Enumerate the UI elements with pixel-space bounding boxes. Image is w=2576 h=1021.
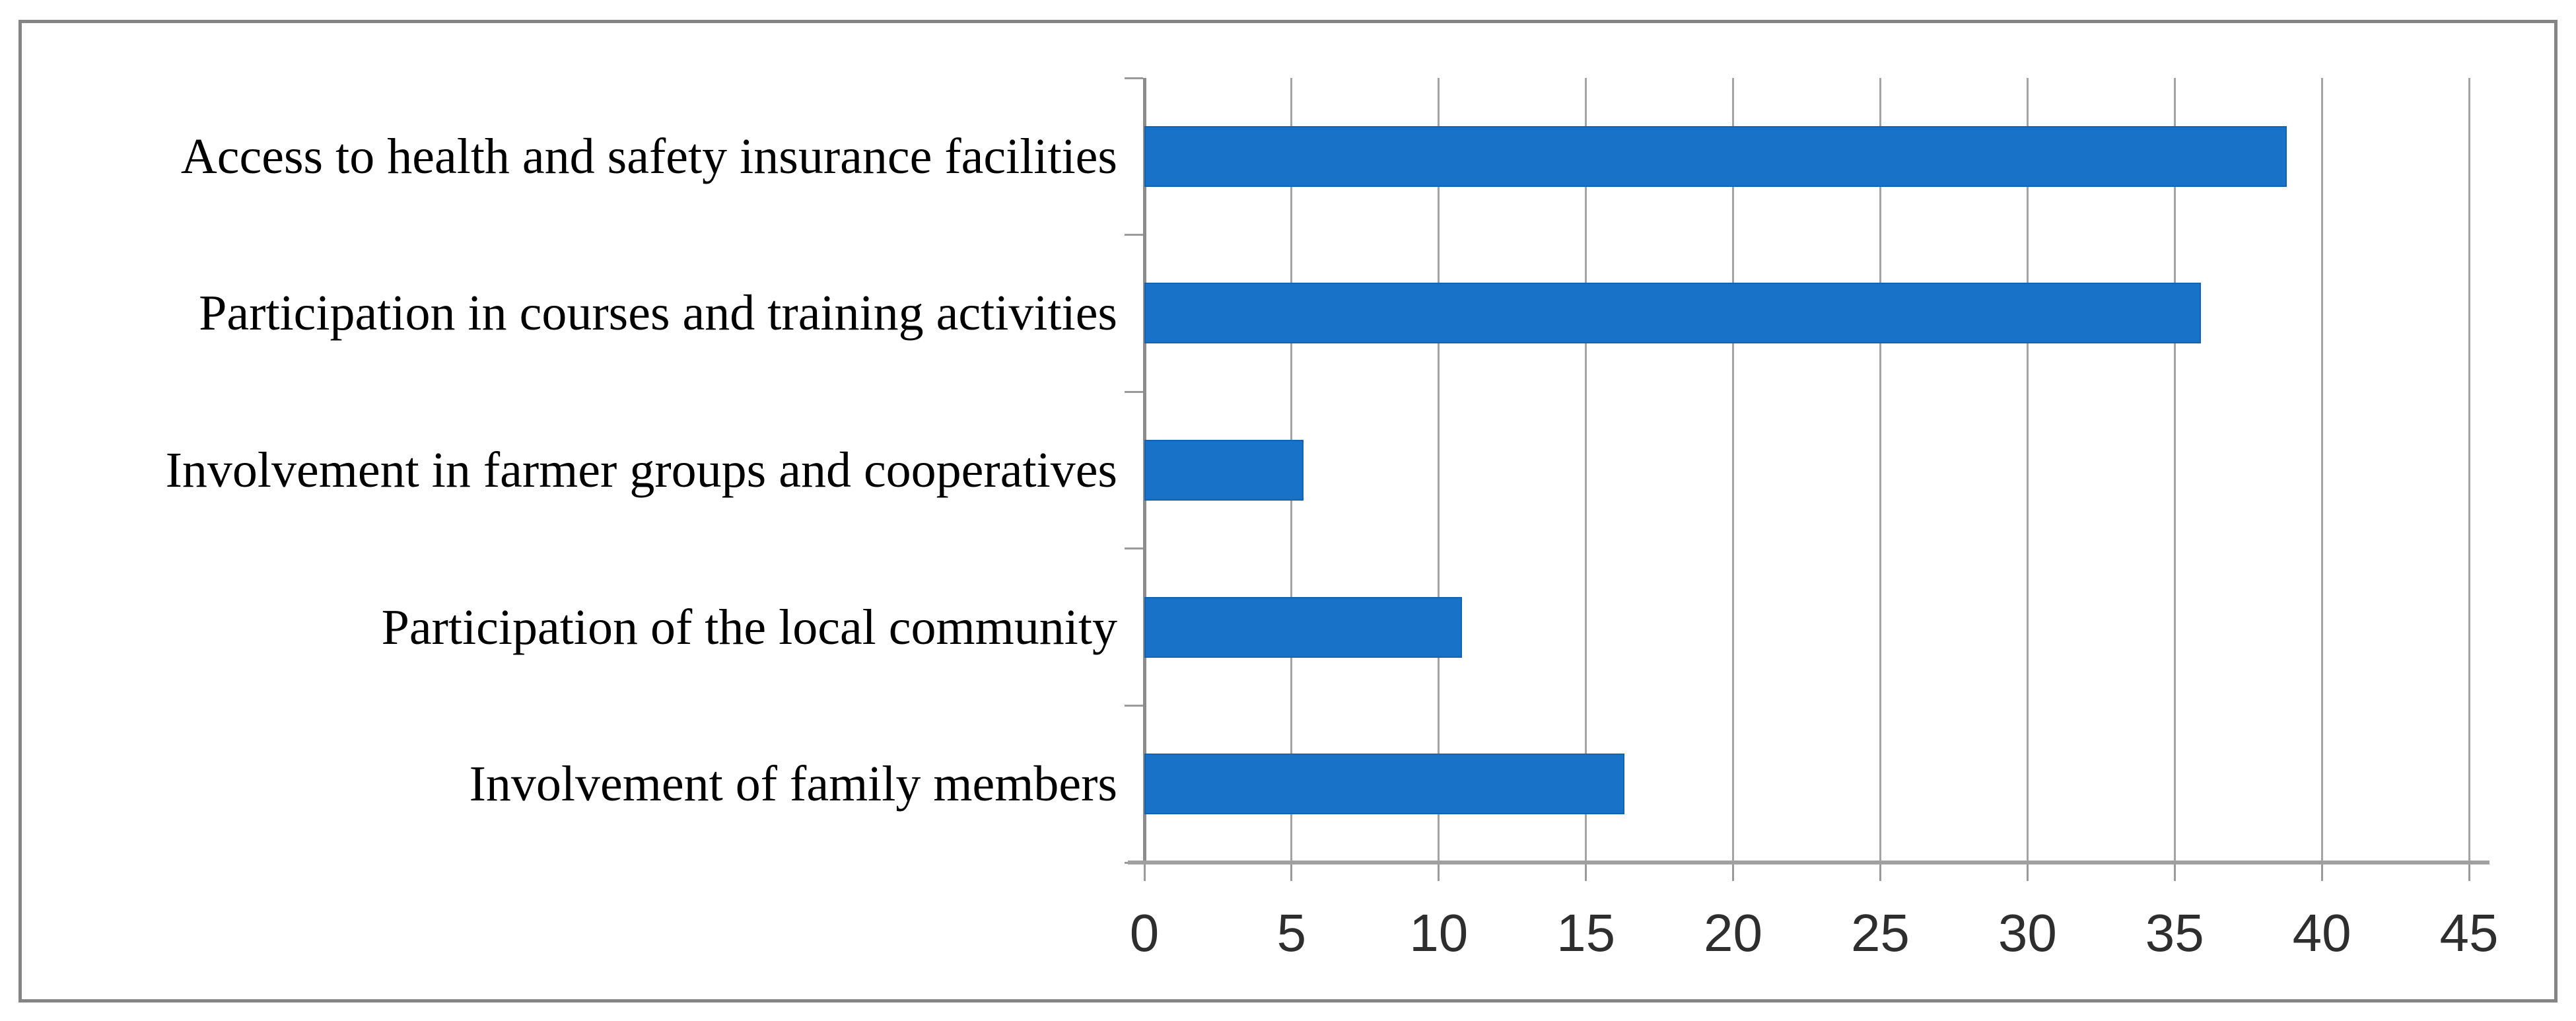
gridline-x-15: [1585, 78, 1587, 863]
y-axis-tick-4: [1125, 704, 1143, 707]
category-label-1: Participation in courses and training ac…: [199, 285, 1117, 341]
gridline-x-30: [2026, 78, 2029, 863]
gridline-x-20: [1732, 78, 1735, 863]
x-axis-tick-5: [1290, 863, 1293, 881]
x-axis-tick-label-15: 15: [1556, 903, 1616, 962]
y-axis-tick-3: [1125, 547, 1143, 550]
x-axis-tick-10: [1438, 863, 1440, 881]
x-axis-tick-label-5: 5: [1276, 903, 1307, 962]
x-axis-tick-label-35: 35: [2145, 903, 2204, 962]
x-axis-tick-label-20: 20: [1704, 903, 1763, 962]
bar-0: [1144, 125, 2287, 187]
bar-1: [1144, 283, 2202, 344]
bar-2: [1144, 440, 1304, 501]
category-label-3: Participation of the local community: [381, 599, 1117, 655]
bar-3: [1144, 596, 1463, 658]
y-axis-tick-2: [1125, 390, 1143, 393]
x-axis-tick-45: [2468, 863, 2470, 881]
x-axis-tick-35: [2173, 863, 2176, 881]
category-label-2: Involvement in farmer groups and coopera…: [165, 442, 1117, 498]
gridline-x-25: [1879, 78, 1881, 863]
x-axis-line: [1128, 861, 2489, 864]
x-axis-tick-label-0: 0: [1129, 903, 1160, 962]
plot-area: [1125, 77, 2470, 881]
y-axis-tick-0: [1125, 77, 1143, 79]
x-axis-tick-20: [1732, 863, 1735, 881]
x-axis-tick-0: [1143, 863, 1146, 881]
x-axis-tick-label-25: 25: [1850, 903, 1910, 962]
x-axis-tick-15: [1585, 863, 1587, 881]
x-axis-tick-25: [1879, 863, 1881, 881]
x-axis-tick-label-10: 10: [1409, 903, 1469, 962]
gridline-x-10: [1438, 78, 1440, 863]
gridline-x-45: [2468, 78, 2470, 863]
x-axis-tick-40: [2320, 863, 2323, 881]
x-axis-tick-label-30: 30: [1998, 903, 2057, 962]
x-axis-tick-label-40: 40: [2292, 903, 2351, 962]
category-label-4: Involvement of family members: [469, 756, 1117, 812]
gridline-x-40: [2320, 78, 2323, 863]
x-axis-tick-30: [2026, 863, 2029, 881]
gridline-x-35: [2173, 78, 2176, 863]
x-axis-tick-label-45: 45: [2439, 903, 2499, 962]
bar-4: [1144, 754, 1624, 815]
y-axis-tick-1: [1125, 234, 1143, 236]
category-label-0: Access to health and safety insurance fa…: [180, 128, 1117, 184]
